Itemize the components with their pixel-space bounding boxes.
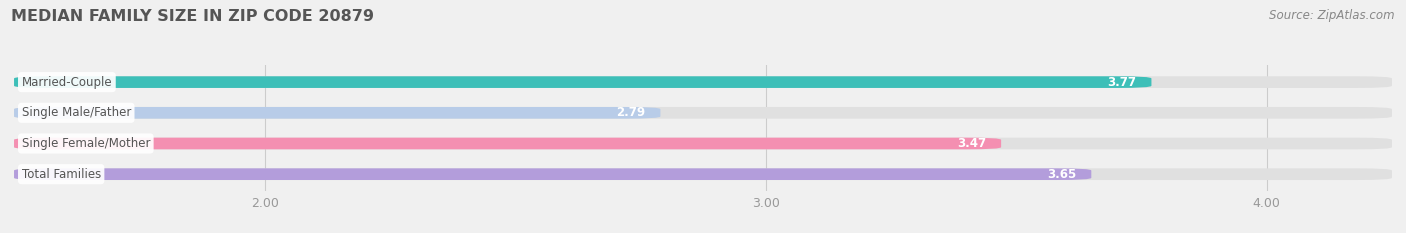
- Text: 3.65: 3.65: [1047, 168, 1076, 181]
- FancyBboxPatch shape: [14, 168, 1392, 180]
- Text: MEDIAN FAMILY SIZE IN ZIP CODE 20879: MEDIAN FAMILY SIZE IN ZIP CODE 20879: [11, 9, 374, 24]
- Text: Married-Couple: Married-Couple: [21, 76, 112, 89]
- FancyBboxPatch shape: [14, 138, 1001, 149]
- Text: 2.79: 2.79: [616, 106, 645, 119]
- Text: Source: ZipAtlas.com: Source: ZipAtlas.com: [1270, 9, 1395, 22]
- Text: Single Female/Mother: Single Female/Mother: [21, 137, 150, 150]
- FancyBboxPatch shape: [14, 107, 1392, 119]
- Text: Single Male/Father: Single Male/Father: [21, 106, 131, 119]
- FancyBboxPatch shape: [14, 76, 1152, 88]
- FancyBboxPatch shape: [14, 76, 1392, 88]
- FancyBboxPatch shape: [14, 138, 1392, 149]
- FancyBboxPatch shape: [14, 107, 661, 119]
- Text: 3.77: 3.77: [1108, 76, 1136, 89]
- Text: Total Families: Total Families: [21, 168, 101, 181]
- FancyBboxPatch shape: [14, 168, 1091, 180]
- Text: 3.47: 3.47: [957, 137, 986, 150]
